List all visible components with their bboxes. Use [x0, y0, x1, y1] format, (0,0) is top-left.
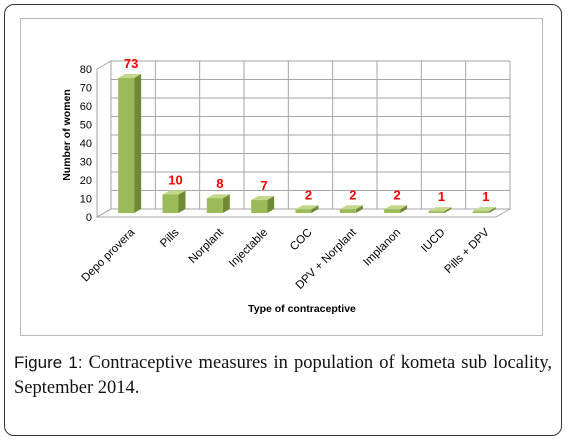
data-label: 1: [438, 189, 445, 204]
y-tick-label: 40: [80, 138, 92, 150]
figure-label: Figure 1:: [14, 353, 83, 372]
y-tick-label: 60: [80, 101, 92, 113]
side-wall: [96, 60, 112, 218]
bar-side: [311, 205, 319, 213]
bar-front: [339, 209, 356, 213]
data-label: 7: [261, 178, 268, 193]
y-tick-label: 80: [80, 64, 92, 76]
bar-side: [355, 205, 363, 213]
bar-top: [162, 190, 186, 195]
bar-side: [178, 190, 186, 213]
x-tick-label: IUCD: [419, 227, 447, 255]
bar-front: [384, 209, 401, 213]
bar: [118, 73, 142, 213]
figure-caption: Figure 1: Contraceptive measures in popu…: [14, 350, 552, 401]
bar-side: [444, 207, 452, 213]
bar: [162, 190, 186, 213]
bar: [339, 205, 363, 213]
x-tick-label: COC: [288, 227, 315, 254]
data-label: 2: [394, 187, 401, 202]
bar-front: [162, 194, 179, 213]
bar: [251, 196, 275, 213]
data-label: 10: [168, 173, 182, 188]
data-label: 2: [349, 187, 356, 202]
bar-top: [428, 207, 452, 212]
y-tick-label: 70: [80, 83, 92, 95]
y-tick-label: 20: [80, 175, 92, 187]
bar-side: [400, 205, 408, 213]
y-tick-label: 0: [86, 212, 92, 224]
data-label: 8: [216, 176, 223, 191]
bar: [472, 207, 496, 213]
bar-front: [206, 198, 223, 213]
x-tick-label: Norplant: [187, 226, 227, 266]
x-tick-label: Pills + DPV: [443, 226, 493, 276]
chart-area: [20, 18, 543, 336]
bar-top: [339, 205, 363, 210]
data-label: 73: [124, 56, 138, 71]
bar-front: [428, 211, 445, 213]
bar-front: [295, 209, 312, 213]
bar-top: [295, 205, 319, 210]
bar-top: [118, 73, 142, 78]
x-axis-title: Type of contraceptive: [248, 303, 356, 315]
bar: [384, 205, 408, 213]
x-tick-label: Implanon: [361, 227, 403, 269]
bar-top: [251, 196, 275, 201]
bar-front: [251, 200, 268, 213]
y-axis-title: Number of women: [61, 89, 73, 181]
x-tick-label: Depo provera: [80, 226, 138, 284]
caption-text: Contraceptive measures in population of …: [14, 353, 552, 398]
x-tick-label: Injectable: [227, 227, 270, 270]
bar: [206, 194, 230, 213]
bar-side: [488, 207, 496, 213]
bar-top: [206, 194, 230, 199]
y-tick-label: 30: [80, 157, 92, 169]
bar-side: [267, 196, 275, 213]
data-label: 1: [482, 189, 489, 204]
bar-front: [472, 211, 489, 213]
y-tick-label: 50: [80, 120, 92, 132]
bar-top: [472, 207, 496, 212]
bar-side: [134, 73, 142, 213]
bar-side: [222, 194, 230, 213]
data-label: 2: [305, 187, 312, 202]
bar-front: [118, 77, 135, 213]
bar-top: [384, 205, 408, 210]
y-tick-label: 10: [80, 194, 92, 206]
bar: [428, 207, 452, 213]
x-tick-label: Pills: [158, 226, 182, 250]
bar: [295, 205, 319, 213]
